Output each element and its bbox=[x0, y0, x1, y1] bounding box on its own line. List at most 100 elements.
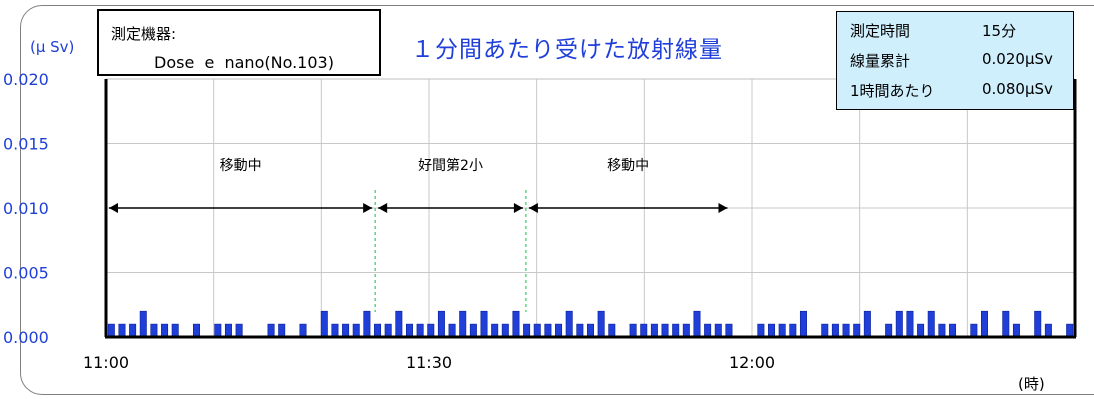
bar bbox=[459, 310, 467, 338]
bar bbox=[831, 323, 839, 338]
bar bbox=[640, 323, 648, 338]
bar bbox=[565, 310, 573, 338]
bar bbox=[576, 323, 584, 338]
bar bbox=[448, 323, 456, 338]
bar bbox=[555, 323, 563, 338]
summary-row-duration: 測定時間 15分 bbox=[850, 20, 1016, 41]
bar bbox=[587, 323, 594, 338]
bar bbox=[480, 310, 488, 338]
bar bbox=[693, 310, 701, 338]
summary-row-cumulative: 線量累計 0.020μSv bbox=[850, 50, 1053, 71]
bar bbox=[363, 310, 371, 338]
bar bbox=[224, 323, 232, 338]
bar bbox=[917, 323, 925, 338]
y-axis-unit-label: (μ Sv) bbox=[30, 38, 75, 56]
bar bbox=[320, 310, 328, 338]
bar bbox=[629, 323, 637, 338]
bar bbox=[469, 323, 477, 338]
bar bbox=[544, 323, 552, 338]
bar bbox=[778, 323, 786, 338]
bar bbox=[725, 323, 733, 338]
y-tick-label: 0.020 bbox=[3, 70, 49, 89]
bar bbox=[129, 323, 137, 338]
bar bbox=[214, 323, 222, 338]
bar bbox=[501, 323, 509, 338]
bar bbox=[608, 323, 616, 338]
bar bbox=[352, 323, 360, 338]
bar bbox=[374, 323, 382, 338]
bar bbox=[405, 323, 413, 338]
bar bbox=[1066, 323, 1074, 338]
bar bbox=[885, 323, 893, 338]
bar bbox=[799, 310, 807, 338]
summary-label: 測定時間 bbox=[850, 22, 911, 40]
annotation-label: 移動中 bbox=[607, 158, 649, 174]
bar bbox=[1034, 310, 1042, 338]
device-label: 測定機器: bbox=[111, 25, 177, 43]
arrowhead-left bbox=[109, 203, 118, 213]
x-tick-label: 11:30 bbox=[406, 353, 452, 372]
bar bbox=[523, 323, 531, 338]
bar bbox=[970, 323, 978, 338]
bar bbox=[757, 323, 765, 338]
bar bbox=[597, 310, 605, 338]
bar bbox=[821, 323, 829, 338]
summary-value: 15分 bbox=[982, 22, 1017, 40]
bar bbox=[342, 323, 350, 338]
bar bbox=[150, 323, 158, 338]
y-tick-label: 0.000 bbox=[3, 328, 49, 347]
summary-label: 1時間あたり bbox=[850, 82, 935, 100]
y-tick-label: 0.005 bbox=[3, 264, 49, 283]
x-tick-label: 12:00 bbox=[729, 353, 775, 372]
bar bbox=[491, 323, 499, 338]
bar bbox=[384, 323, 392, 338]
bar bbox=[714, 323, 722, 338]
device-name: Dose e nano(No.103) bbox=[154, 53, 334, 72]
summary-row-hourly: 1時間あたり 0.080μSv bbox=[850, 80, 1053, 101]
bar bbox=[235, 323, 243, 338]
bar bbox=[949, 323, 957, 338]
annotation-label: 好間第2小 bbox=[418, 157, 483, 174]
annotation-label: 移動中 bbox=[220, 158, 262, 174]
bar bbox=[437, 310, 445, 338]
arrowhead-right bbox=[363, 203, 373, 213]
bar bbox=[395, 310, 403, 338]
bar bbox=[427, 323, 435, 338]
bar bbox=[906, 310, 914, 338]
chart-title: １分間あたり受けた放射線量 bbox=[411, 37, 723, 63]
bar bbox=[1044, 323, 1052, 338]
summary-value: 0.080μSv bbox=[982, 80, 1053, 98]
summary-label: 線量累計 bbox=[850, 52, 911, 70]
bar bbox=[853, 323, 861, 338]
bar bbox=[1012, 323, 1020, 338]
bar bbox=[416, 323, 424, 338]
bar bbox=[650, 323, 658, 338]
bar bbox=[161, 323, 169, 338]
bar bbox=[331, 323, 339, 338]
bar bbox=[672, 323, 680, 338]
bar bbox=[533, 323, 541, 338]
arrowhead-right bbox=[513, 203, 523, 213]
bar bbox=[107, 323, 115, 338]
x-tick-label: 11:00 bbox=[83, 353, 129, 372]
arrowhead-left bbox=[528, 203, 538, 213]
summary-value: 0.020μSv bbox=[982, 50, 1053, 68]
y-tick-label: 0.010 bbox=[3, 199, 49, 218]
x-axis-unit-label: (時) bbox=[1018, 375, 1045, 393]
bar bbox=[842, 323, 850, 338]
bar bbox=[789, 323, 797, 338]
bar bbox=[895, 310, 903, 338]
arrowhead-right bbox=[718, 203, 728, 213]
bar bbox=[171, 323, 179, 338]
bar bbox=[927, 310, 935, 338]
device-info-box: 測定機器: Dose e nano(No.103) bbox=[97, 9, 381, 76]
bar bbox=[768, 323, 776, 338]
bar bbox=[938, 323, 946, 338]
bar bbox=[661, 323, 669, 338]
bar bbox=[267, 323, 275, 338]
bar bbox=[682, 323, 690, 338]
chart-frame bbox=[20, 5, 1094, 395]
bar bbox=[512, 310, 520, 338]
bar bbox=[118, 323, 126, 338]
